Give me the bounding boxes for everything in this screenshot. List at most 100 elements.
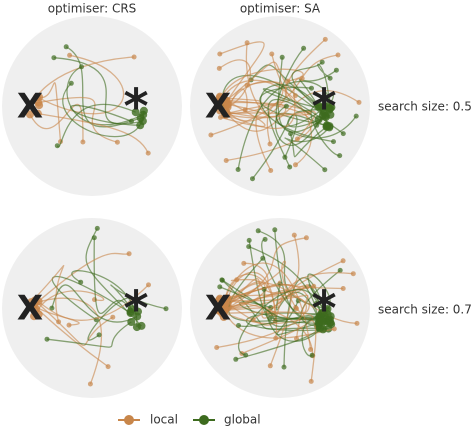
start-point bbox=[236, 323, 241, 328]
start-point bbox=[337, 267, 343, 273]
row-label: search size: 0.7 bbox=[378, 303, 472, 317]
start-point bbox=[309, 352, 315, 358]
start-point bbox=[340, 286, 346, 291]
start-point bbox=[216, 65, 222, 71]
trajectory bbox=[316, 93, 335, 126]
trajectory bbox=[237, 80, 329, 170]
start-point bbox=[79, 64, 84, 70]
start-point bbox=[288, 131, 294, 137]
start-point bbox=[294, 306, 299, 312]
end-point bbox=[216, 92, 224, 101]
start-point bbox=[354, 320, 360, 326]
end-point bbox=[33, 109, 42, 118]
start-point bbox=[293, 162, 298, 168]
end-point bbox=[26, 110, 34, 119]
end-point bbox=[27, 298, 36, 307]
start-point bbox=[303, 235, 309, 241]
trajectory bbox=[110, 284, 167, 310]
trajectory bbox=[62, 82, 145, 138]
trajectory bbox=[85, 228, 142, 327]
trajectory bbox=[267, 98, 319, 168]
end-point bbox=[326, 312, 335, 321]
start-point bbox=[322, 167, 328, 173]
end-point bbox=[35, 93, 44, 102]
trajectory bbox=[221, 281, 274, 319]
trajectory bbox=[219, 96, 272, 171]
start-point bbox=[223, 158, 229, 163]
trajectory bbox=[223, 262, 269, 311]
start-point bbox=[145, 150, 151, 156]
trajectory bbox=[291, 61, 326, 117]
start-point bbox=[218, 114, 223, 120]
trajectory bbox=[38, 82, 62, 142]
end-point bbox=[139, 106, 148, 115]
end-point bbox=[220, 306, 229, 315]
start-point bbox=[269, 51, 275, 57]
trajectory bbox=[307, 273, 331, 321]
start-point bbox=[110, 314, 116, 320]
local-optimum-marker: X bbox=[205, 87, 231, 127]
end-point bbox=[35, 101, 44, 110]
start-point bbox=[49, 305, 55, 311]
end-point bbox=[223, 294, 232, 303]
trajectory bbox=[219, 41, 265, 105]
start-point bbox=[241, 260, 247, 266]
start-point bbox=[301, 45, 307, 51]
start-point bbox=[335, 52, 341, 58]
local-optimum-marker: X bbox=[17, 289, 43, 329]
trajectory bbox=[224, 110, 316, 140]
trajectory bbox=[93, 237, 132, 314]
global-optimum-marker: * bbox=[123, 79, 148, 135]
trajectory bbox=[38, 252, 130, 302]
legend-key bbox=[124, 415, 134, 425]
start-point bbox=[54, 143, 60, 149]
start-point bbox=[283, 103, 289, 109]
trajectory bbox=[36, 54, 125, 115]
trajectory bbox=[251, 107, 331, 180]
column-title: optimiser: SA bbox=[240, 2, 321, 16]
start-point bbox=[250, 176, 255, 182]
start-point bbox=[56, 319, 62, 325]
start-point bbox=[353, 113, 359, 119]
start-point bbox=[340, 131, 346, 137]
start-point bbox=[331, 139, 336, 145]
start-point bbox=[287, 164, 293, 170]
start-point bbox=[262, 236, 268, 242]
start-point bbox=[291, 232, 297, 238]
end-point bbox=[131, 108, 140, 117]
start-point bbox=[78, 279, 84, 285]
end-point bbox=[321, 111, 330, 120]
start-point bbox=[285, 78, 291, 84]
start-point bbox=[311, 283, 317, 289]
start-point bbox=[87, 381, 93, 387]
start-point bbox=[267, 315, 273, 321]
start-point bbox=[94, 225, 100, 231]
start-point bbox=[246, 237, 252, 243]
legend-label: local bbox=[150, 413, 178, 427]
end-point bbox=[327, 320, 336, 329]
trajectory bbox=[301, 315, 325, 357]
end-point bbox=[127, 318, 136, 326]
global-optimum-marker: * bbox=[311, 281, 336, 337]
start-point bbox=[105, 364, 111, 370]
start-point bbox=[327, 75, 333, 81]
trajectory bbox=[51, 284, 138, 323]
start-point bbox=[308, 378, 314, 384]
start-point bbox=[267, 141, 273, 147]
start-point bbox=[80, 139, 86, 145]
row-label: search size: 0.5 bbox=[378, 100, 472, 114]
column-title: optimiser: CRS bbox=[48, 2, 137, 16]
trajectory bbox=[298, 69, 337, 127]
start-point bbox=[96, 332, 102, 338]
start-point bbox=[219, 277, 225, 283]
local-optimum-marker: X bbox=[205, 289, 231, 329]
start-point bbox=[356, 99, 362, 105]
start-point bbox=[243, 352, 249, 358]
trajectory bbox=[226, 89, 360, 132]
end-point bbox=[314, 103, 323, 111]
trajectory bbox=[37, 112, 149, 154]
start-point bbox=[281, 364, 287, 370]
trajectory bbox=[66, 66, 144, 126]
trajectory bbox=[65, 46, 141, 128]
